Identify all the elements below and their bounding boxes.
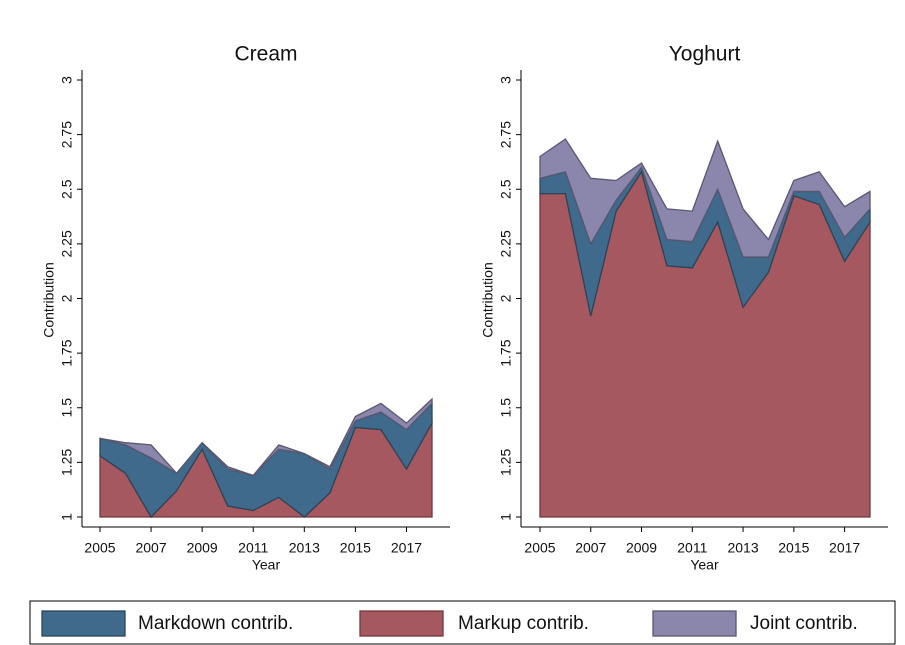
x-axis-label: Year (252, 557, 281, 573)
y-tick-label: 1 (59, 513, 75, 521)
legend-label: Markup contrib. (458, 613, 589, 634)
y-tick-label: 1.25 (59, 449, 75, 476)
panel-title: Cream (234, 43, 297, 66)
legend-label: Markdown contrib. (138, 613, 293, 634)
y-tick-label: 1.75 (59, 339, 75, 366)
y-tick-label: 1.75 (498, 339, 514, 366)
y-tick-label: 1.25 (498, 449, 514, 476)
y-tick-label: 1.5 (498, 398, 514, 418)
x-tick-label: 2015 (778, 540, 809, 556)
y-tick-label: 2.5 (498, 179, 514, 199)
y-tick-label: 2.5 (59, 179, 75, 199)
area (99, 397, 433, 477)
y-axis-label: Contribution (480, 262, 496, 338)
legend-swatch (652, 610, 737, 637)
x-tick-label: 2017 (829, 540, 860, 556)
legend-label: Joint contrib. (750, 613, 858, 634)
y-tick-label: 2.75 (498, 121, 514, 148)
x-tick-label: 2013 (727, 540, 758, 556)
panel-title: Yoghurt (669, 43, 741, 66)
x-tick-label: 2007 (135, 540, 166, 556)
y-tick-label: 2 (498, 294, 514, 302)
legend-box (29, 600, 896, 645)
y-tick-label: 2 (59, 294, 75, 302)
y-tick-label: 3 (498, 76, 514, 84)
x-tick-label: 2015 (340, 540, 371, 556)
x-tick-label: 2009 (626, 540, 657, 556)
x-tick-label: 2007 (575, 540, 606, 556)
y-tick-label: 2.25 (59, 230, 75, 257)
x-tick-label: 2009 (187, 540, 218, 556)
y-axis-label: Contribution (41, 262, 57, 338)
x-tick-label: 2011 (677, 540, 707, 556)
x-tick-label: 2017 (391, 540, 422, 556)
y-tick-label: 1 (498, 513, 514, 521)
y-tick-label: 3 (59, 76, 75, 84)
y-tick-label: 2.25 (498, 230, 514, 257)
x-tick-label: 2005 (524, 540, 555, 556)
y-tick-label: 2.75 (59, 121, 75, 148)
y-tick-label: 1.5 (59, 398, 75, 418)
legend-swatch (41, 610, 126, 637)
x-tick-label: 2005 (84, 540, 115, 556)
area (539, 138, 871, 258)
x-tick-label: 2013 (289, 540, 320, 556)
x-tick-label: 2011 (238, 540, 268, 556)
legend-swatch (359, 610, 444, 637)
x-axis-label: Year (690, 557, 719, 573)
